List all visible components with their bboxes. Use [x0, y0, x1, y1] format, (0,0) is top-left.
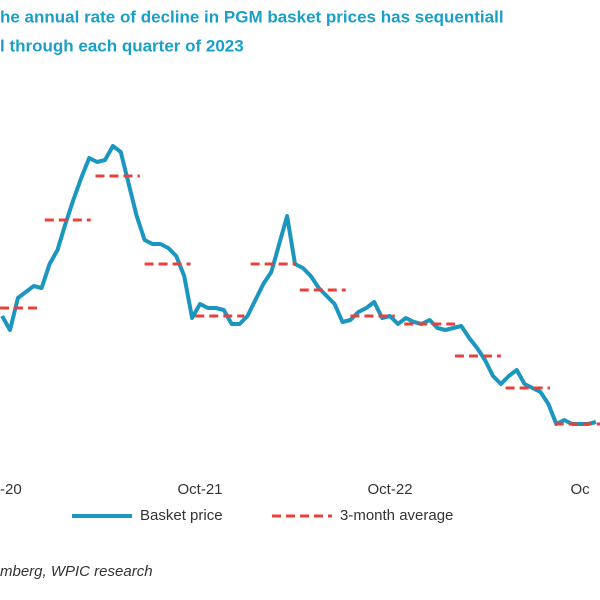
legend-label: 3-month average	[340, 507, 453, 524]
legend-label: Basket price	[140, 507, 223, 524]
price-line	[0, 144, 597, 426]
x-tick-label: Oct-22	[368, 481, 413, 498]
x-tick-label: -20	[0, 481, 22, 498]
x-tick-label: Oc	[570, 481, 590, 498]
chart-title: l through each quarter of 2023	[0, 36, 244, 55]
chart-title: he annual rate of decline in PGM basket …	[0, 7, 504, 26]
x-tick-label: Oct-21	[177, 481, 222, 498]
source-note: mberg, WPIC research	[0, 563, 153, 580]
